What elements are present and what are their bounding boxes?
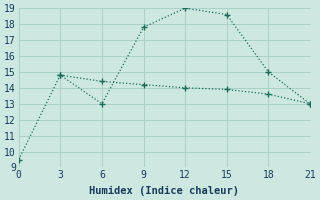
- X-axis label: Humidex (Indice chaleur): Humidex (Indice chaleur): [89, 186, 239, 196]
